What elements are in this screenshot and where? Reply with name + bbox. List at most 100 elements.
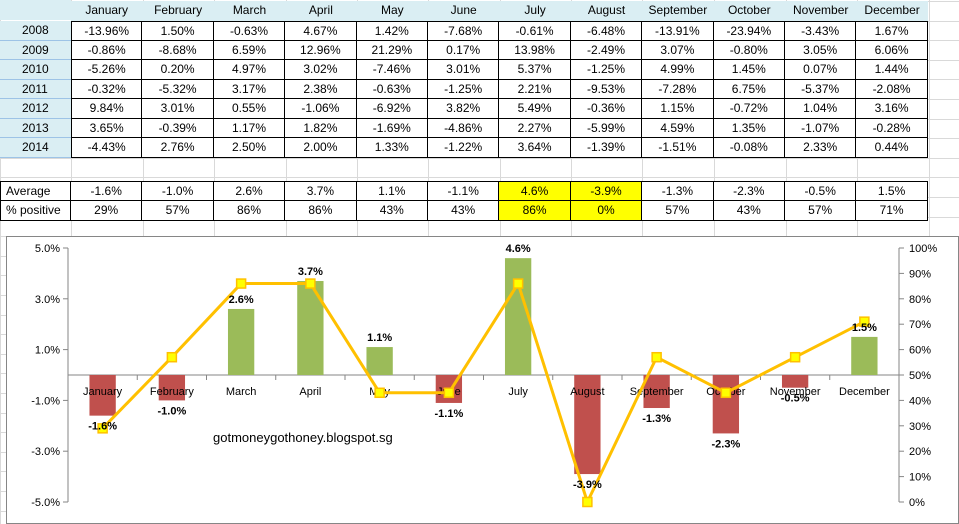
return-cell: 3.64%	[499, 138, 571, 158]
average-cell: 3.7%	[285, 181, 357, 201]
positive-label: % positive	[0, 201, 71, 221]
bar-data-label: -3.9%	[573, 479, 602, 491]
return-cell: -3.43%	[785, 21, 857, 41]
return-cell: 3.01%	[142, 99, 214, 119]
bar-data-label: 3.7%	[298, 266, 323, 278]
percent-positive-marker	[651, 351, 662, 363]
percent-positive-marker	[512, 278, 524, 289]
category-label: November	[770, 386, 821, 398]
year-label: 2009	[0, 40, 71, 60]
return-cell: 21.29%	[356, 40, 428, 60]
return-cell: -0.32%	[71, 79, 143, 99]
return-cell: 4.99%	[642, 60, 714, 80]
average-cell: -0.5%	[785, 181, 857, 201]
bar-data-label: -0.5%	[781, 393, 810, 405]
bar-data-label: 1.5%	[852, 322, 877, 334]
positive-cell: 71%	[856, 201, 928, 221]
return-cell: 5.49%	[499, 99, 571, 119]
return-cell: 1.82%	[285, 118, 357, 138]
bar-september	[643, 375, 670, 409]
bar-february	[158, 375, 186, 401]
month-header: May	[356, 1, 428, 21]
bar-data-label: -1.3%	[642, 413, 671, 425]
return-cell: 1.33%	[356, 138, 428, 158]
return-cell: -2.08%	[856, 79, 928, 99]
return-cell: 2.50%	[213, 138, 286, 158]
return-cell: 1.42%	[356, 21, 428, 41]
return-cell: -0.39%	[142, 118, 214, 138]
return-cell: 0.55%	[213, 99, 286, 119]
return-cell: 2.38%	[285, 79, 357, 99]
positive-cell: 0%	[570, 201, 643, 221]
positive-cell: 43%	[356, 201, 428, 221]
return-cell: -1.39%	[570, 138, 643, 158]
return-cell: -0.72%	[713, 99, 785, 119]
return-cell: 5.37%	[499, 60, 571, 80]
right-axis-tick-label: 70%	[909, 319, 931, 331]
return-cell: 1.45%	[713, 60, 785, 80]
return-cell: -2.49%	[570, 40, 643, 60]
return-cell: 2.27%	[499, 118, 571, 138]
return-cell: 3.01%	[428, 60, 500, 80]
category-label: July	[508, 386, 528, 398]
average-cell: -2.3%	[713, 181, 785, 201]
return-cell: 0.07%	[785, 60, 857, 80]
positive-cell: 57%	[642, 201, 714, 221]
return-cell: -1.06%	[285, 99, 357, 119]
return-cell: -4.86%	[428, 118, 500, 138]
percent-positive-line	[101, 282, 866, 504]
return-cell: 1.17%	[213, 118, 286, 138]
return-cell: -5.32%	[142, 79, 214, 99]
positive-cell: 29%	[71, 201, 143, 221]
bar-december	[851, 336, 878, 375]
positive-cell: 57%	[785, 201, 857, 221]
return-cell: 6.75%	[713, 79, 785, 99]
year-label: 2011	[0, 79, 71, 99]
bar-data-label: 4.6%	[506, 243, 531, 255]
percent-positive-marker	[443, 387, 455, 399]
return-cell: -0.63%	[356, 79, 428, 99]
return-cell: -1.07%	[785, 118, 857, 138]
month-header: June	[428, 1, 500, 21]
year-label: 2010	[0, 60, 71, 80]
return-cell: -23.94%	[713, 21, 785, 41]
left-axis-tick-label: 1.0%	[35, 345, 60, 357]
month-header: April	[285, 1, 357, 21]
return-cell: 4.67%	[285, 21, 357, 41]
return-cell: 0.44%	[856, 138, 928, 158]
return-cell: -5.99%	[570, 118, 643, 138]
positive-cell: 57%	[142, 201, 214, 221]
month-header: August	[570, 1, 643, 21]
return-cell: 12.96%	[285, 40, 357, 60]
category-label: April	[299, 386, 321, 398]
return-cell: -0.61%	[499, 21, 571, 41]
return-cell: -5.37%	[785, 79, 857, 99]
percent-positive-marker	[235, 278, 247, 289]
bar-may	[366, 347, 393, 375]
percent-positive-marker	[859, 316, 870, 327]
month-header: December	[856, 1, 928, 21]
bar-january	[89, 375, 116, 416]
month-header: February	[142, 1, 214, 21]
bar-data-label: -2.3%	[712, 438, 741, 450]
return-cell: -0.63%	[213, 21, 286, 41]
left-axis-tick-label: -3.0%	[31, 446, 60, 458]
right-axis-tick-label: 50%	[909, 370, 931, 382]
return-cell: 3.82%	[428, 99, 500, 119]
right-axis-tick-label: 30%	[909, 421, 931, 433]
return-cell: 3.02%	[285, 60, 357, 80]
return-cell: -8.68%	[142, 40, 214, 60]
return-cell: -7.28%	[642, 79, 714, 99]
return-cell: -7.46%	[356, 60, 428, 80]
right-axis-tick-label: 100%	[909, 243, 937, 255]
right-axis-tick-label: 80%	[909, 294, 931, 306]
return-cell: 4.59%	[642, 118, 714, 138]
return-cell: 3.65%	[71, 118, 143, 138]
return-cell: 2.21%	[499, 79, 571, 99]
return-cell: -13.91%	[642, 21, 714, 41]
watermark-text: gotmoneygothoney.blogspot.sg	[213, 430, 393, 445]
average-cell: -1.0%	[142, 181, 214, 201]
month-header: November	[785, 1, 857, 21]
bar-november	[781, 375, 809, 388]
percent-positive-marker	[789, 351, 801, 363]
